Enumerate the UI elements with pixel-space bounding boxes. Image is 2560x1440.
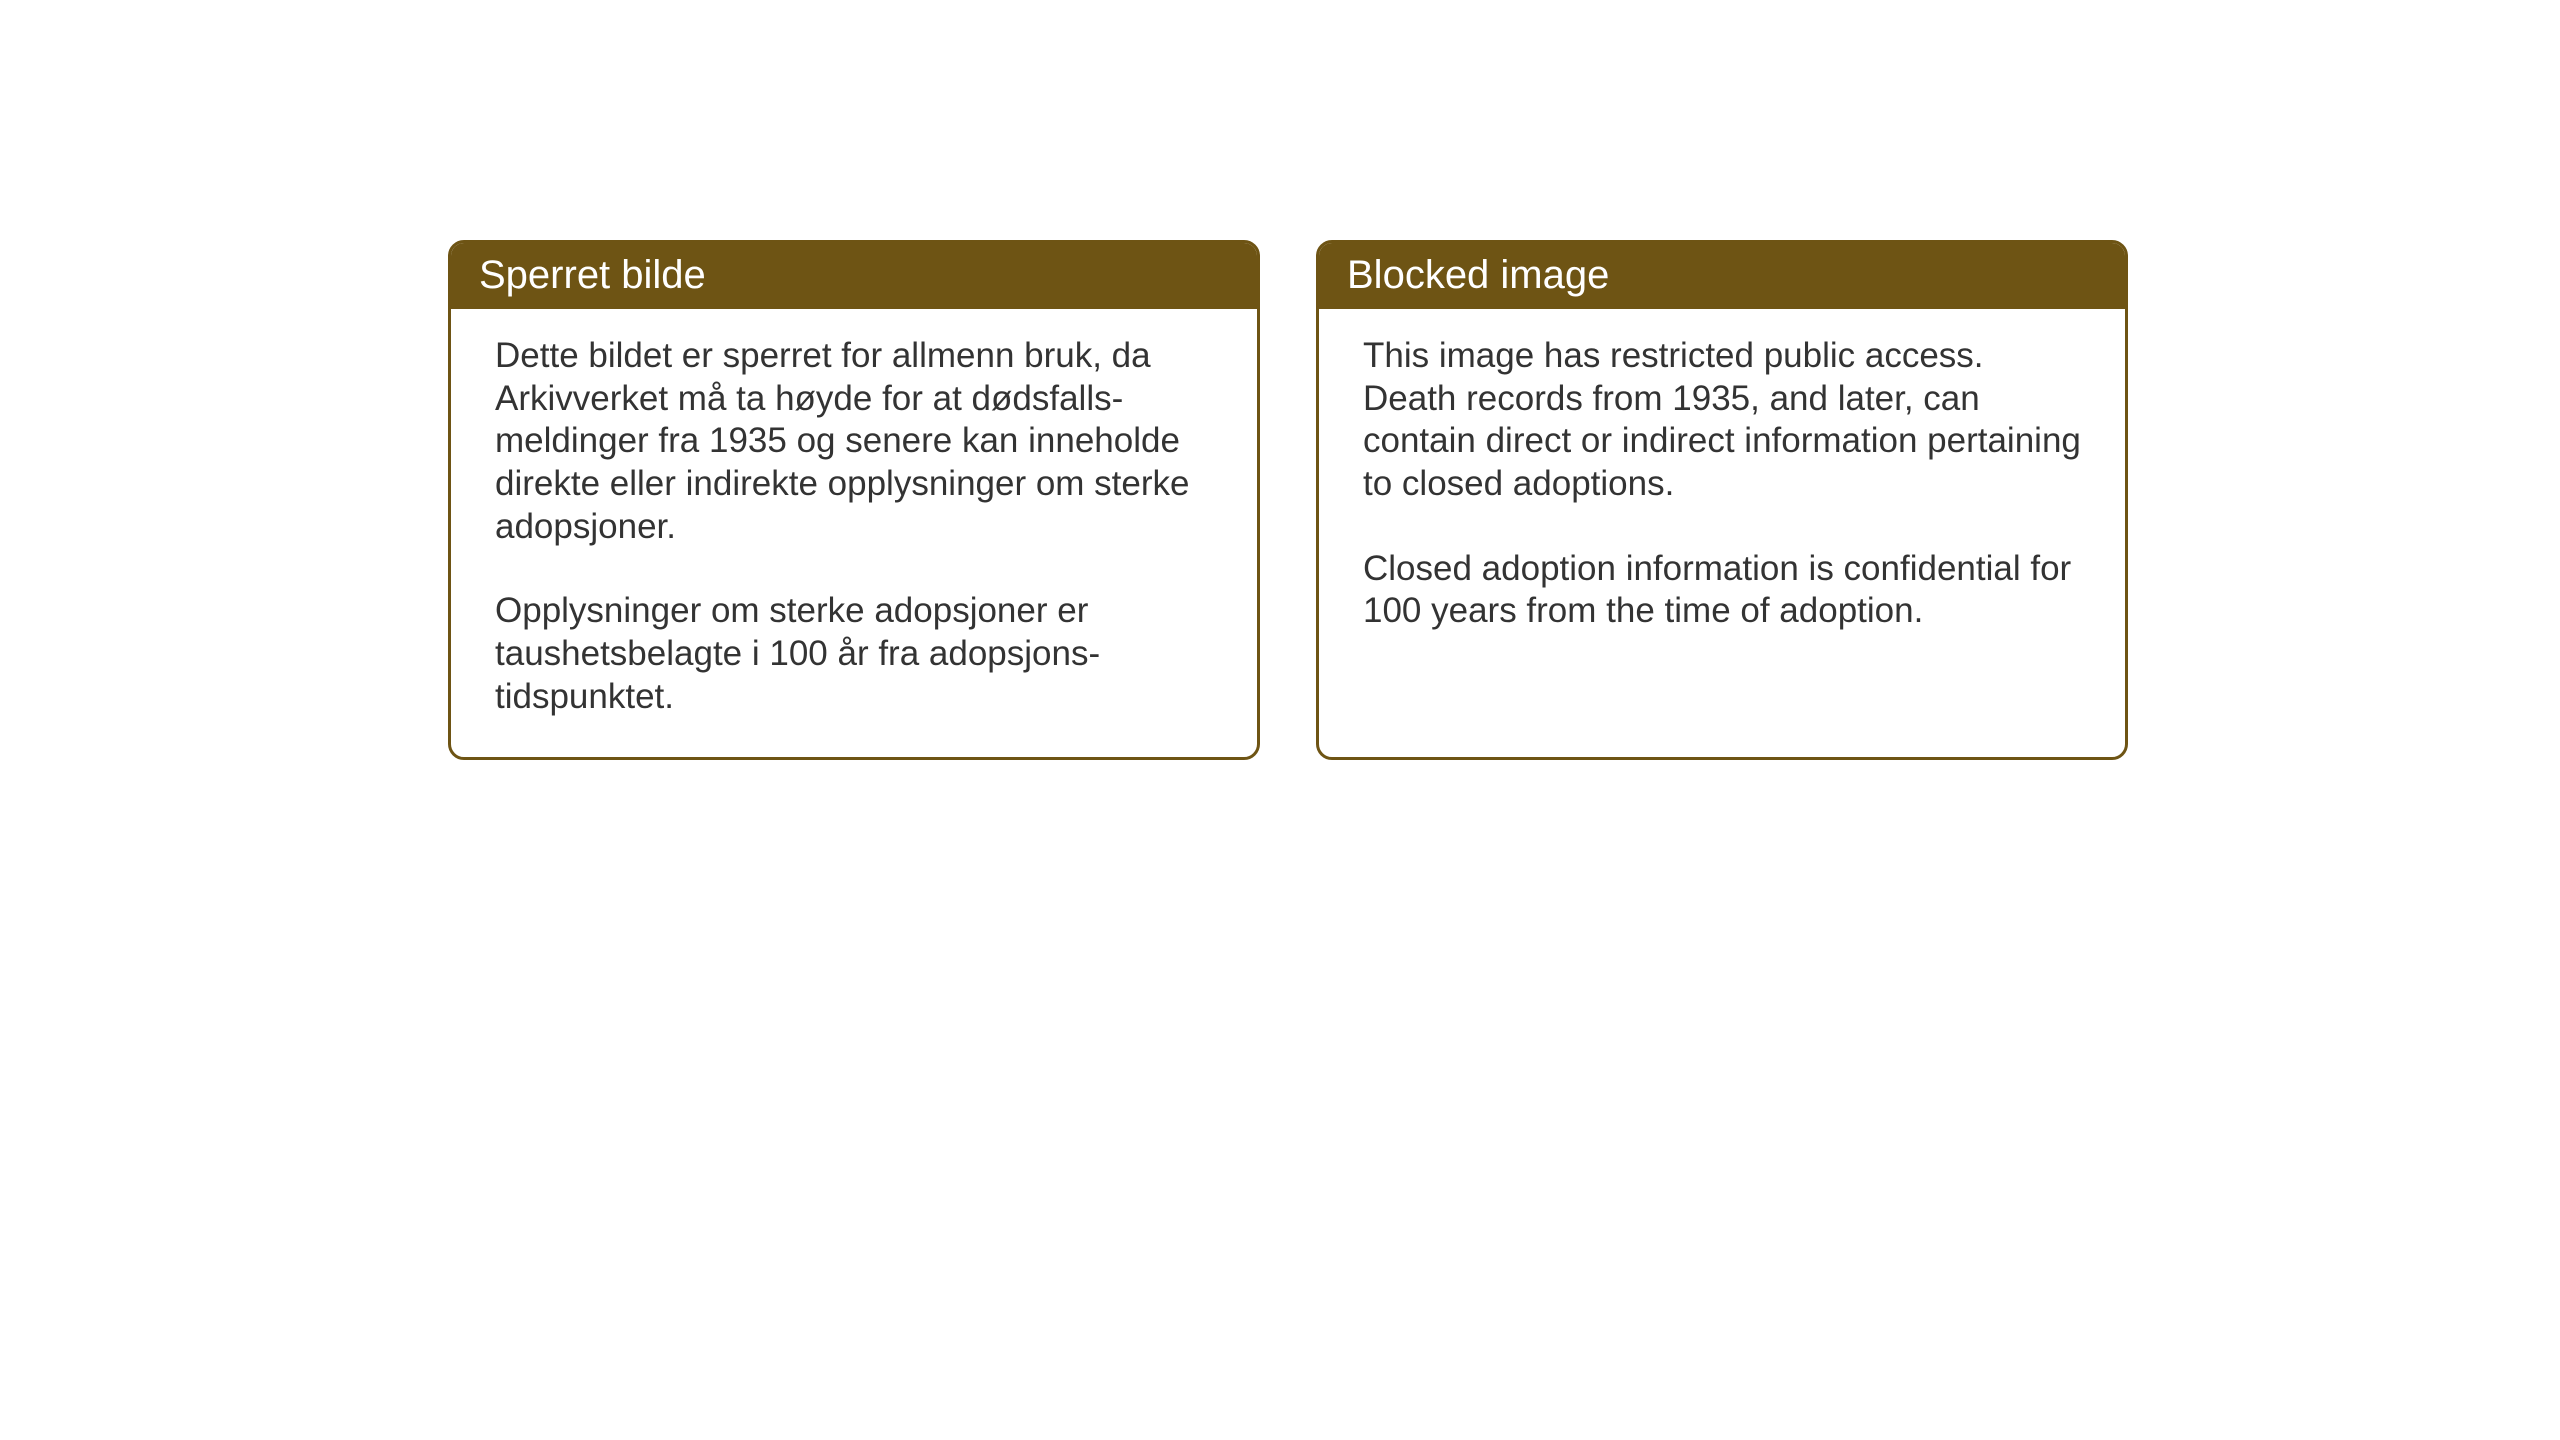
norwegian-paragraph-2: Opplysninger om sterke adopsjoner er tau… — [495, 590, 1213, 718]
card-body-norwegian: Dette bildet er sperret for allmenn bruk… — [451, 309, 1257, 757]
english-paragraph-2: Closed adoption information is confident… — [1363, 548, 2081, 633]
info-card-norwegian: Sperret bilde Dette bildet er sperret fo… — [448, 240, 1260, 760]
english-paragraph-1: This image has restricted public access.… — [1363, 335, 2081, 506]
info-card-english: Blocked image This image has restricted … — [1316, 240, 2128, 760]
card-body-english: This image has restricted public access.… — [1319, 309, 2125, 671]
card-header-english: Blocked image — [1319, 243, 2125, 309]
info-cards-container: Sperret bilde Dette bildet er sperret fo… — [448, 240, 2128, 760]
card-header-norwegian: Sperret bilde — [451, 243, 1257, 309]
norwegian-paragraph-1: Dette bildet er sperret for allmenn bruk… — [495, 335, 1213, 548]
